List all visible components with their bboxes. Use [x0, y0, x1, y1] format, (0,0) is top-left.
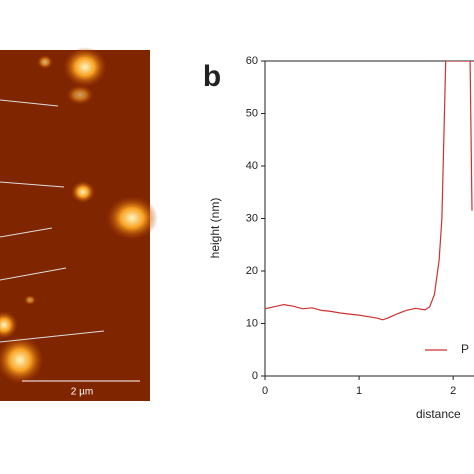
x-tick-label: 2: [450, 385, 456, 397]
y-tick-label: 10: [246, 317, 258, 329]
y-tick-label: 20: [246, 265, 258, 277]
y-tick-label: 60: [246, 55, 258, 67]
y-tick-label: 40: [246, 160, 258, 172]
legend-label: P: [461, 342, 469, 356]
panel-label: b: [203, 60, 221, 93]
y-axis-label: height (nm): [208, 198, 222, 259]
x-axis-label: distance: [416, 407, 461, 421]
y-tick-label: 30: [246, 212, 258, 224]
x-tick-label: 1: [356, 385, 362, 397]
data-line: [265, 61, 473, 321]
y-tick-label: 0: [252, 370, 258, 382]
y-tick-label: 50: [246, 107, 258, 119]
afm-image: 2 µm: [0, 47, 158, 401]
scale-bar-label: 2 µm: [71, 387, 93, 398]
x-tick-label: 0: [262, 385, 268, 397]
